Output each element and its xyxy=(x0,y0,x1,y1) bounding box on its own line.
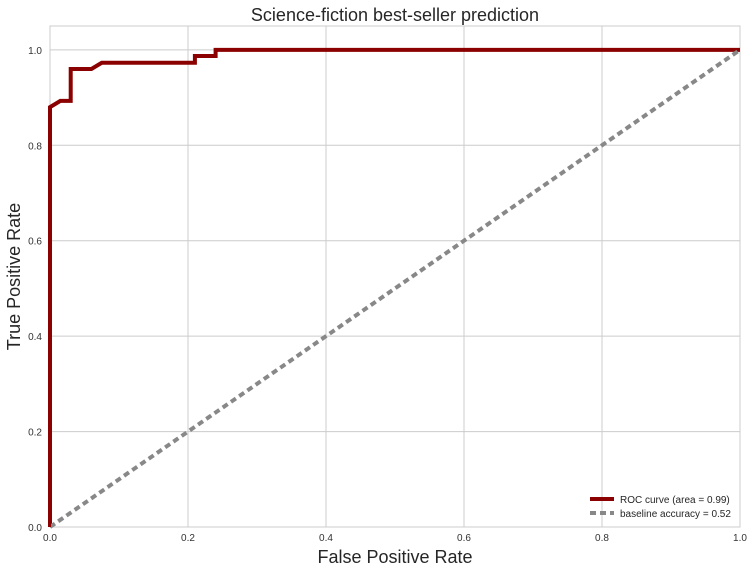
legend-label: ROC curve (area = 0.99) xyxy=(620,495,730,506)
y-tick-label: 0.6 xyxy=(28,237,42,248)
x-tick-label: 1.0 xyxy=(733,533,747,544)
chart-title: Science-fiction best-seller prediction xyxy=(251,5,539,25)
y-tick-label: 0.8 xyxy=(28,141,42,152)
x-axis-label: False Positive Rate xyxy=(317,547,472,567)
plot-area xyxy=(49,25,741,528)
y-axis-label: True Positive Rate xyxy=(4,203,24,350)
x-tick-label: 0.0 xyxy=(43,533,57,544)
y-tick-label: 1.0 xyxy=(28,46,42,57)
legend: ROC curve (area = 0.99) baseline accuracy… xyxy=(590,495,731,520)
legend-label: baseline accuracy = 0.52 xyxy=(620,509,731,520)
tick-labels: 0.0 0.2 0.4 0.6 0.8 1.0 0.0 0.2 0.4 0.6 0.8 1.0 xyxy=(28,46,747,544)
roc-curve-line xyxy=(48,47,740,527)
grid-lines xyxy=(50,26,740,527)
x-tick-label: 0.6 xyxy=(457,533,471,544)
x-tick-label: 0.2 xyxy=(181,533,195,544)
x-tick-label: 0.8 xyxy=(595,533,609,544)
x-tick-label: 0.4 xyxy=(319,533,333,544)
y-tick-label: 0.0 xyxy=(28,523,42,534)
y-tick-label: 0.2 xyxy=(28,428,42,439)
series-lines xyxy=(48,47,742,529)
y-tick-label: 0.4 xyxy=(28,332,42,343)
